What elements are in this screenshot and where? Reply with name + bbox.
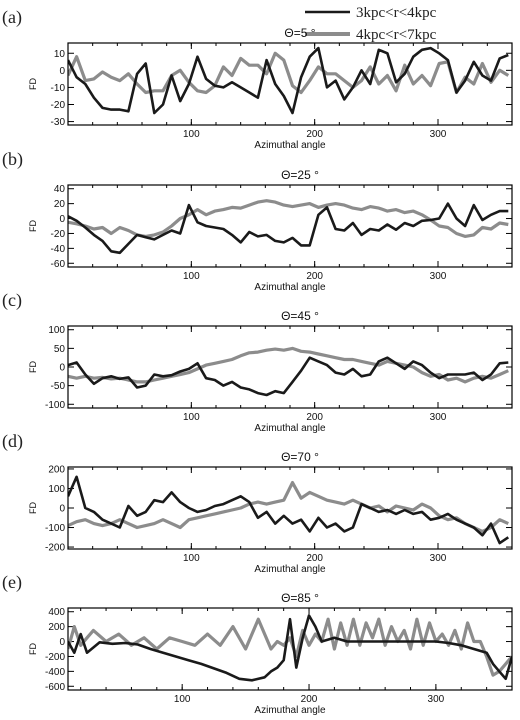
x-tick-label: 300 <box>430 553 447 564</box>
y-tick-label: 0 <box>59 637 65 648</box>
panel-label: (e) <box>2 572 22 593</box>
panel-3: (c) Θ=45 ° 100 200 300 Azimuthal angle 100 50 0 -… <box>2 290 513 434</box>
y-tick-label: -100 <box>45 523 65 534</box>
plot-frame <box>67 42 513 126</box>
panel-title: Θ=70 ° <box>281 450 319 464</box>
y-tick-label: 0 <box>59 214 65 225</box>
panel-label: (a) <box>2 7 22 28</box>
y-tick-label: 0 <box>59 363 65 374</box>
y-tick-label: -400 <box>45 667 65 678</box>
y-tick-label: 400 <box>48 607 65 618</box>
plot-frame <box>67 607 513 691</box>
plot-frame <box>67 466 513 550</box>
series-line-3kpc <box>68 475 510 545</box>
y-tick-label: 200 <box>48 622 65 633</box>
y-tick-label: -20 <box>51 229 66 240</box>
series-line-3kpc <box>68 356 509 397</box>
y-tick-label: -200 <box>45 652 65 663</box>
x-tick-label: 100 <box>183 271 200 282</box>
y-tick-label: 20 <box>54 199 66 210</box>
y-axis-title: FD <box>28 220 38 232</box>
y-tick-label: -10 <box>51 83 66 94</box>
x-tick-label: 100 <box>183 412 200 423</box>
x-axis-title: Azimuthal angle <box>254 282 326 293</box>
y-tick-label: 0 <box>59 66 65 77</box>
x-tick-label: 200 <box>301 694 318 705</box>
series-line-3kpc <box>68 46 509 115</box>
panel-label: (d) <box>2 431 23 452</box>
y-tick-label: -200 <box>45 543 65 554</box>
y-tick-label: -600 <box>45 682 65 693</box>
x-tick-label: 300 <box>428 694 445 705</box>
plot-frame <box>67 325 513 409</box>
y-tick-label: 40 <box>54 184 66 195</box>
x-tick-label: 200 <box>306 412 323 423</box>
panel-5: (e) Θ=85 ° 100 200 300 Azimuthal angle 400 200 0… <box>2 572 513 716</box>
legend-label-4kpc: 4kpc<r<7kpc <box>356 27 437 43</box>
y-tick-label: -100 <box>45 400 65 411</box>
x-axis-title: Azimuthal angle <box>254 423 326 434</box>
x-tick-label: 200 <box>306 271 323 282</box>
series-line-4kpc <box>68 51 510 95</box>
series-line-3kpc <box>68 614 512 682</box>
x-tick-label: 200 <box>306 553 323 564</box>
x-tick-label: 200 <box>306 129 323 140</box>
x-tick-label: 100 <box>174 694 191 705</box>
panel-title: Θ=45 ° <box>281 309 319 323</box>
panel-label: (c) <box>2 290 22 311</box>
series-line-4kpc <box>68 481 509 534</box>
x-axis-title: Azimuthal angle <box>254 564 326 575</box>
y-axis-title: FD <box>28 78 38 90</box>
y-tick-label: -20 <box>51 100 66 111</box>
y-tick-label: -60 <box>51 259 66 270</box>
y-tick-label: 10 <box>54 49 66 60</box>
y-tick-label: -30 <box>51 117 66 128</box>
y-tick-label: 0 <box>59 504 65 515</box>
y-axis-title: FD <box>28 361 38 373</box>
panel-label: (b) <box>2 149 23 170</box>
y-tick-label: -50 <box>51 381 66 392</box>
panel-title: Θ=5 ° <box>284 26 315 40</box>
series-line-3kpc <box>68 202 509 255</box>
plot-frame <box>67 184 513 268</box>
y-tick-label: 200 <box>48 464 65 475</box>
y-tick-label: 50 <box>54 344 66 355</box>
x-axis-title: Azimuthal angle <box>254 140 326 151</box>
legend: 3kpc<r<4kpc 4kpc<r<7kpc <box>305 5 437 43</box>
x-tick-label: 100 <box>183 129 200 140</box>
y-tick-label: 100 <box>48 325 65 336</box>
x-tick-label: 300 <box>430 129 447 140</box>
y-tick-label: 100 <box>48 484 65 495</box>
x-tick-label: 100 <box>183 553 200 564</box>
x-tick-label: 300 <box>430 412 447 423</box>
panel-title: Θ=85 ° <box>281 591 319 605</box>
y-axis-title: FD <box>28 502 38 514</box>
y-axis-title: FD <box>28 643 38 655</box>
x-axis-title: Azimuthal angle <box>254 705 326 716</box>
y-tick-label: -40 <box>51 244 66 255</box>
series-line-4kpc <box>68 199 509 238</box>
x-tick-label: 300 <box>430 271 447 282</box>
panel-title: Θ=25 ° <box>281 168 319 182</box>
legend-label-3kpc: 3kpc<r<4kpc <box>356 5 437 21</box>
series-line-4kpc <box>68 617 512 677</box>
